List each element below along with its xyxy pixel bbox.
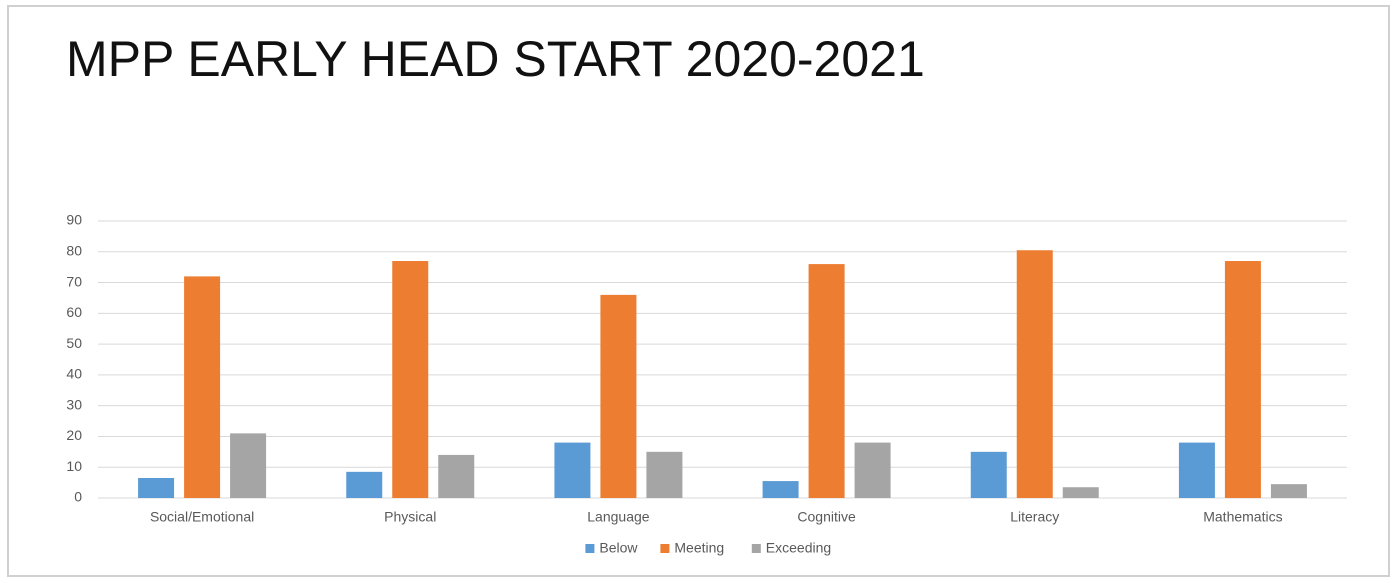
y-tick-label: 0 <box>74 489 82 505</box>
x-tick-label: Cognitive <box>797 509 856 525</box>
bar <box>1270 484 1307 498</box>
bar <box>646 451 683 498</box>
legend-swatch <box>585 544 595 553</box>
y-tick-label: 30 <box>66 396 82 412</box>
bar <box>854 442 891 498</box>
bar <box>970 451 1007 498</box>
chart-title: MPP EARLY HEAD START 2020-2021 <box>66 31 925 87</box>
y-tick-label: 70 <box>66 273 82 289</box>
legend-label: Exceeding <box>766 540 831 556</box>
y-tick-label: 10 <box>66 458 82 474</box>
bar <box>600 294 637 498</box>
bar <box>762 481 799 498</box>
y-tick-label: 80 <box>66 242 82 258</box>
legend-swatch <box>751 544 761 553</box>
bar <box>230 433 267 498</box>
bar <box>138 477 175 498</box>
bar <box>1178 442 1215 498</box>
x-tick-label: Literacy <box>1010 509 1059 525</box>
y-tick-label: 20 <box>66 427 82 443</box>
x-tick-label: Mathematics <box>1203 509 1282 525</box>
bar <box>1062 487 1099 498</box>
bar <box>1224 261 1261 498</box>
bar <box>438 454 475 498</box>
x-tick-label: Social/Emotional <box>150 509 254 525</box>
x-tick-label: Language <box>587 509 650 525</box>
bar <box>554 442 591 498</box>
y-tick-label: 90 <box>66 212 82 228</box>
y-tick-label: 40 <box>66 366 82 382</box>
bar <box>392 261 429 498</box>
y-tick-label: 50 <box>66 335 82 351</box>
legend-label: Meeting <box>674 540 724 556</box>
legend-label: Below <box>599 540 638 556</box>
y-tick-label: 60 <box>66 304 82 320</box>
bar <box>184 276 221 498</box>
bar <box>1016 250 1053 498</box>
x-tick-label: Physical <box>384 509 436 525</box>
legend-swatch <box>660 544 670 553</box>
bar <box>808 264 845 498</box>
bar <box>346 471 383 498</box>
